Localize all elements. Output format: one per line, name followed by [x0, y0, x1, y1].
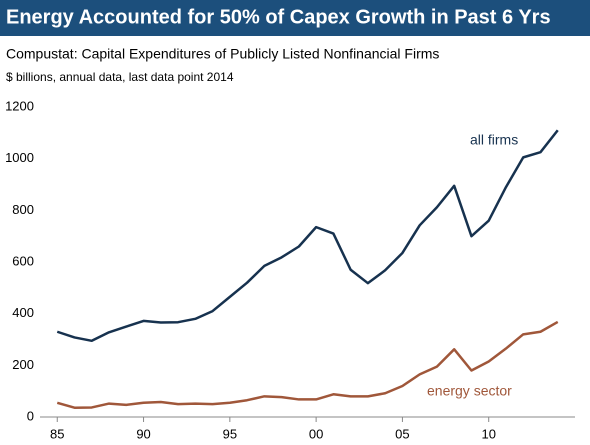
- y-tick-label: 400: [12, 305, 34, 320]
- chart-title: Energy Accounted for 50% of Capex Growth…: [6, 6, 551, 28]
- series-label: all firms: [470, 132, 518, 148]
- chart-note: $ billions, annual data, last data point…: [6, 70, 234, 84]
- y-tick-label: 800: [12, 202, 34, 217]
- series-line: [56, 129, 559, 343]
- series-line: [56, 320, 559, 409]
- title-bar: [0, 0, 590, 36]
- y-tick-label: 1000: [5, 150, 34, 165]
- y-tick-label: 0: [27, 408, 34, 423]
- x-tick-label: 00: [309, 426, 323, 441]
- y-tick-label: 1200: [5, 98, 34, 113]
- x-tick-label: 95: [223, 426, 237, 441]
- x-tick-label: 90: [136, 426, 150, 441]
- y-tick-label: 600: [12, 253, 34, 268]
- chart-subtitle: Compustat: Capital Expenditures of Publi…: [6, 46, 439, 62]
- y-tick-label: 200: [12, 357, 34, 372]
- x-tick-label: 10: [481, 426, 495, 441]
- x-tick-label: 85: [50, 426, 64, 441]
- x-tick-label: 05: [395, 426, 409, 441]
- series-label: energy sector: [427, 383, 512, 399]
